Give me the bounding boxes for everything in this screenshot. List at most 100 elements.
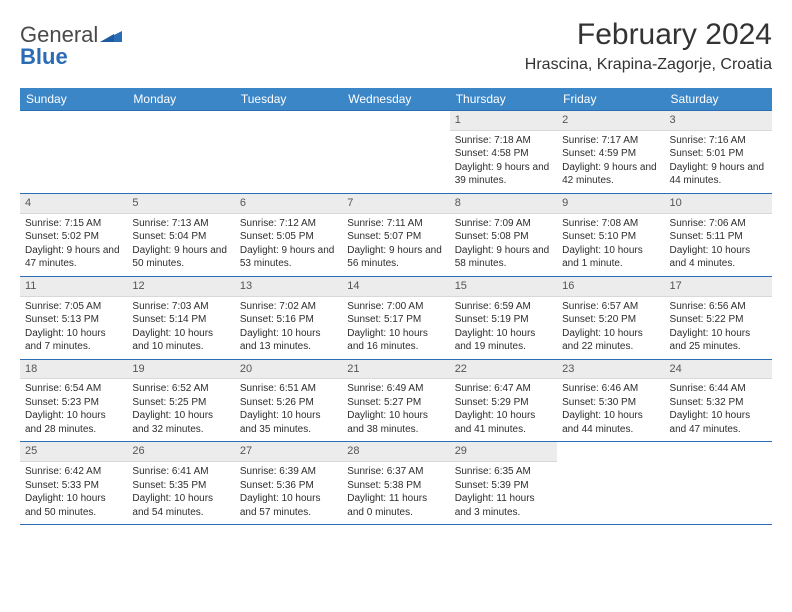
sunrise-text: Sunrise: 7:12 AM bbox=[240, 217, 337, 231]
sunrise-text: Sunrise: 6:46 AM bbox=[562, 382, 659, 396]
daylight-text: Daylight: 10 hours and 28 minutes. bbox=[25, 409, 122, 436]
sunset-text: Sunset: 5:26 PM bbox=[240, 396, 337, 410]
calendar-body: 1Sunrise: 7:18 AMSunset: 4:58 PMDaylight… bbox=[20, 111, 772, 525]
day-details bbox=[20, 115, 127, 123]
sunrise-text: Sunrise: 7:17 AM bbox=[562, 134, 659, 148]
calendar-day-cell: 2Sunrise: 7:17 AMSunset: 4:59 PMDaylight… bbox=[557, 111, 664, 194]
day-number: 13 bbox=[235, 277, 342, 297]
calendar-day-cell: 27Sunrise: 6:39 AMSunset: 5:36 PMDayligh… bbox=[235, 442, 342, 525]
sunrise-text: Sunrise: 7:02 AM bbox=[240, 300, 337, 314]
weekday-header: Wednesday bbox=[342, 88, 449, 111]
sunrise-text: Sunrise: 6:52 AM bbox=[132, 382, 229, 396]
day-details: Sunrise: 6:52 AMSunset: 5:25 PMDaylight:… bbox=[127, 379, 234, 441]
day-details: Sunrise: 7:18 AMSunset: 4:58 PMDaylight:… bbox=[450, 131, 557, 193]
sunrise-text: Sunrise: 6:41 AM bbox=[132, 465, 229, 479]
day-number: 19 bbox=[127, 360, 234, 380]
daylight-text: Daylight: 9 hours and 53 minutes. bbox=[240, 244, 337, 271]
calendar-day-cell bbox=[342, 111, 449, 194]
day-details: Sunrise: 6:56 AMSunset: 5:22 PMDaylight:… bbox=[665, 297, 772, 359]
sunset-text: Sunset: 5:25 PM bbox=[132, 396, 229, 410]
daylight-text: Daylight: 10 hours and 41 minutes. bbox=[455, 409, 552, 436]
weekday-header: Thursday bbox=[450, 88, 557, 111]
day-number: 15 bbox=[450, 277, 557, 297]
day-details bbox=[557, 446, 664, 454]
calendar-day-cell: 28Sunrise: 6:37 AMSunset: 5:38 PMDayligh… bbox=[342, 442, 449, 525]
day-number: 11 bbox=[20, 277, 127, 297]
day-number: 24 bbox=[665, 360, 772, 380]
sunrise-text: Sunrise: 7:18 AM bbox=[455, 134, 552, 148]
calendar-day-cell: 12Sunrise: 7:03 AMSunset: 5:14 PMDayligh… bbox=[127, 276, 234, 359]
calendar-day-cell: 26Sunrise: 6:41 AMSunset: 5:35 PMDayligh… bbox=[127, 442, 234, 525]
weekday-header: Sunday bbox=[20, 88, 127, 111]
day-number: 26 bbox=[127, 442, 234, 462]
sunrise-text: Sunrise: 6:51 AM bbox=[240, 382, 337, 396]
sunset-text: Sunset: 5:02 PM bbox=[25, 230, 122, 244]
brand-name-line2: Blue bbox=[20, 46, 122, 68]
day-number: 1 bbox=[450, 111, 557, 131]
calendar-day-cell bbox=[665, 442, 772, 525]
calendar-day-cell bbox=[20, 111, 127, 194]
calendar-header-row: Sunday Monday Tuesday Wednesday Thursday… bbox=[20, 88, 772, 111]
calendar-page: General Blue February 2024 Hrascina, Kra… bbox=[0, 0, 792, 543]
daylight-text: Daylight: 10 hours and 4 minutes. bbox=[670, 244, 767, 271]
day-number: 8 bbox=[450, 194, 557, 214]
brand-triangle-icon bbox=[100, 24, 122, 46]
sunset-text: Sunset: 5:23 PM bbox=[25, 396, 122, 410]
calendar-week-row: 18Sunrise: 6:54 AMSunset: 5:23 PMDayligh… bbox=[20, 359, 772, 442]
daylight-text: Daylight: 9 hours and 47 minutes. bbox=[25, 244, 122, 271]
day-details: Sunrise: 6:54 AMSunset: 5:23 PMDaylight:… bbox=[20, 379, 127, 441]
day-details: Sunrise: 6:59 AMSunset: 5:19 PMDaylight:… bbox=[450, 297, 557, 359]
day-details: Sunrise: 7:06 AMSunset: 5:11 PMDaylight:… bbox=[665, 214, 772, 276]
location-subtitle: Hrascina, Krapina-Zagorje, Croatia bbox=[525, 56, 772, 74]
daylight-text: Daylight: 10 hours and 13 minutes. bbox=[240, 327, 337, 354]
sunrise-text: Sunrise: 7:05 AM bbox=[25, 300, 122, 314]
day-details: Sunrise: 7:12 AMSunset: 5:05 PMDaylight:… bbox=[235, 214, 342, 276]
sunrise-text: Sunrise: 6:44 AM bbox=[670, 382, 767, 396]
sunrise-text: Sunrise: 6:59 AM bbox=[455, 300, 552, 314]
calendar-day-cell: 7Sunrise: 7:11 AMSunset: 5:07 PMDaylight… bbox=[342, 193, 449, 276]
calendar-day-cell: 25Sunrise: 6:42 AMSunset: 5:33 PMDayligh… bbox=[20, 442, 127, 525]
calendar-day-cell bbox=[127, 111, 234, 194]
calendar-day-cell: 19Sunrise: 6:52 AMSunset: 5:25 PMDayligh… bbox=[127, 359, 234, 442]
calendar-week-row: 25Sunrise: 6:42 AMSunset: 5:33 PMDayligh… bbox=[20, 442, 772, 525]
day-number: 25 bbox=[20, 442, 127, 462]
brand-name-part2: Blue bbox=[20, 44, 68, 69]
sunset-text: Sunset: 5:36 PM bbox=[240, 479, 337, 493]
sunrise-text: Sunrise: 6:56 AM bbox=[670, 300, 767, 314]
calendar-day-cell: 3Sunrise: 7:16 AMSunset: 5:01 PMDaylight… bbox=[665, 111, 772, 194]
sunset-text: Sunset: 4:58 PM bbox=[455, 147, 552, 161]
daylight-text: Daylight: 10 hours and 32 minutes. bbox=[132, 409, 229, 436]
sunset-text: Sunset: 5:17 PM bbox=[347, 313, 444, 327]
sunset-text: Sunset: 5:19 PM bbox=[455, 313, 552, 327]
weekday-header: Friday bbox=[557, 88, 664, 111]
calendar-day-cell bbox=[557, 442, 664, 525]
day-details: Sunrise: 6:37 AMSunset: 5:38 PMDaylight:… bbox=[342, 462, 449, 524]
calendar-day-cell: 17Sunrise: 6:56 AMSunset: 5:22 PMDayligh… bbox=[665, 276, 772, 359]
sunset-text: Sunset: 5:13 PM bbox=[25, 313, 122, 327]
day-details: Sunrise: 7:05 AMSunset: 5:13 PMDaylight:… bbox=[20, 297, 127, 359]
day-number: 17 bbox=[665, 277, 772, 297]
day-details: Sunrise: 7:03 AMSunset: 5:14 PMDaylight:… bbox=[127, 297, 234, 359]
daylight-text: Daylight: 10 hours and 47 minutes. bbox=[670, 409, 767, 436]
day-number: 28 bbox=[342, 442, 449, 462]
daylight-text: Daylight: 9 hours and 39 minutes. bbox=[455, 161, 552, 188]
sunrise-text: Sunrise: 7:03 AM bbox=[132, 300, 229, 314]
daylight-text: Daylight: 9 hours and 58 minutes. bbox=[455, 244, 552, 271]
daylight-text: Daylight: 9 hours and 42 minutes. bbox=[562, 161, 659, 188]
daylight-text: Daylight: 9 hours and 44 minutes. bbox=[670, 161, 767, 188]
sunrise-text: Sunrise: 6:42 AM bbox=[25, 465, 122, 479]
weekday-header: Tuesday bbox=[235, 88, 342, 111]
calendar-day-cell: 15Sunrise: 6:59 AMSunset: 5:19 PMDayligh… bbox=[450, 276, 557, 359]
sunset-text: Sunset: 5:05 PM bbox=[240, 230, 337, 244]
sunset-text: Sunset: 5:11 PM bbox=[670, 230, 767, 244]
day-details: Sunrise: 6:57 AMSunset: 5:20 PMDaylight:… bbox=[557, 297, 664, 359]
calendar-day-cell: 4Sunrise: 7:15 AMSunset: 5:02 PMDaylight… bbox=[20, 193, 127, 276]
day-number: 2 bbox=[557, 111, 664, 131]
day-number: 29 bbox=[450, 442, 557, 462]
day-number: 18 bbox=[20, 360, 127, 380]
day-number: 22 bbox=[450, 360, 557, 380]
daylight-text: Daylight: 11 hours and 0 minutes. bbox=[347, 492, 444, 519]
day-details: Sunrise: 7:15 AMSunset: 5:02 PMDaylight:… bbox=[20, 214, 127, 276]
calendar-day-cell: 16Sunrise: 6:57 AMSunset: 5:20 PMDayligh… bbox=[557, 276, 664, 359]
day-details: Sunrise: 6:49 AMSunset: 5:27 PMDaylight:… bbox=[342, 379, 449, 441]
